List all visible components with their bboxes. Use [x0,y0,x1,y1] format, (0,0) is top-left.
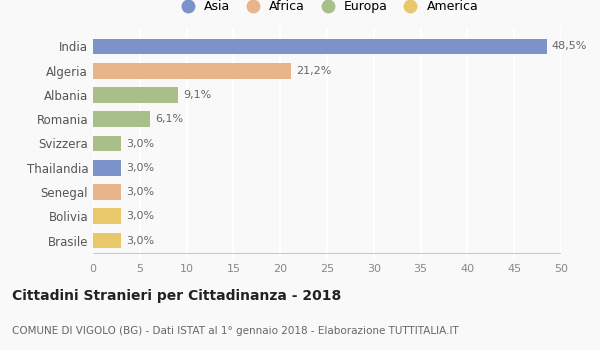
Bar [93,111,150,127]
Bar [93,233,121,248]
Text: 3,0%: 3,0% [126,187,154,197]
Bar [93,87,178,103]
Bar [93,38,547,54]
Text: 3,0%: 3,0% [126,211,154,221]
Bar [93,63,292,78]
Text: 48,5%: 48,5% [551,41,587,51]
Bar [93,135,121,152]
Text: 21,2%: 21,2% [296,66,331,76]
Text: 6,1%: 6,1% [155,114,183,124]
Bar [93,209,121,224]
Text: COMUNE DI VIGOLO (BG) - Dati ISTAT al 1° gennaio 2018 - Elaborazione TUTTITALIA.: COMUNE DI VIGOLO (BG) - Dati ISTAT al 1°… [12,326,459,336]
Text: 9,1%: 9,1% [183,90,211,100]
Text: 3,0%: 3,0% [126,236,154,246]
Text: Cittadini Stranieri per Cittadinanza - 2018: Cittadini Stranieri per Cittadinanza - 2… [12,289,341,303]
Text: 3,0%: 3,0% [126,163,154,173]
Legend: Asia, Africa, Europa, America: Asia, Africa, Europa, America [172,0,482,17]
Bar [93,184,121,200]
Text: 3,0%: 3,0% [126,139,154,148]
Bar [93,160,121,176]
